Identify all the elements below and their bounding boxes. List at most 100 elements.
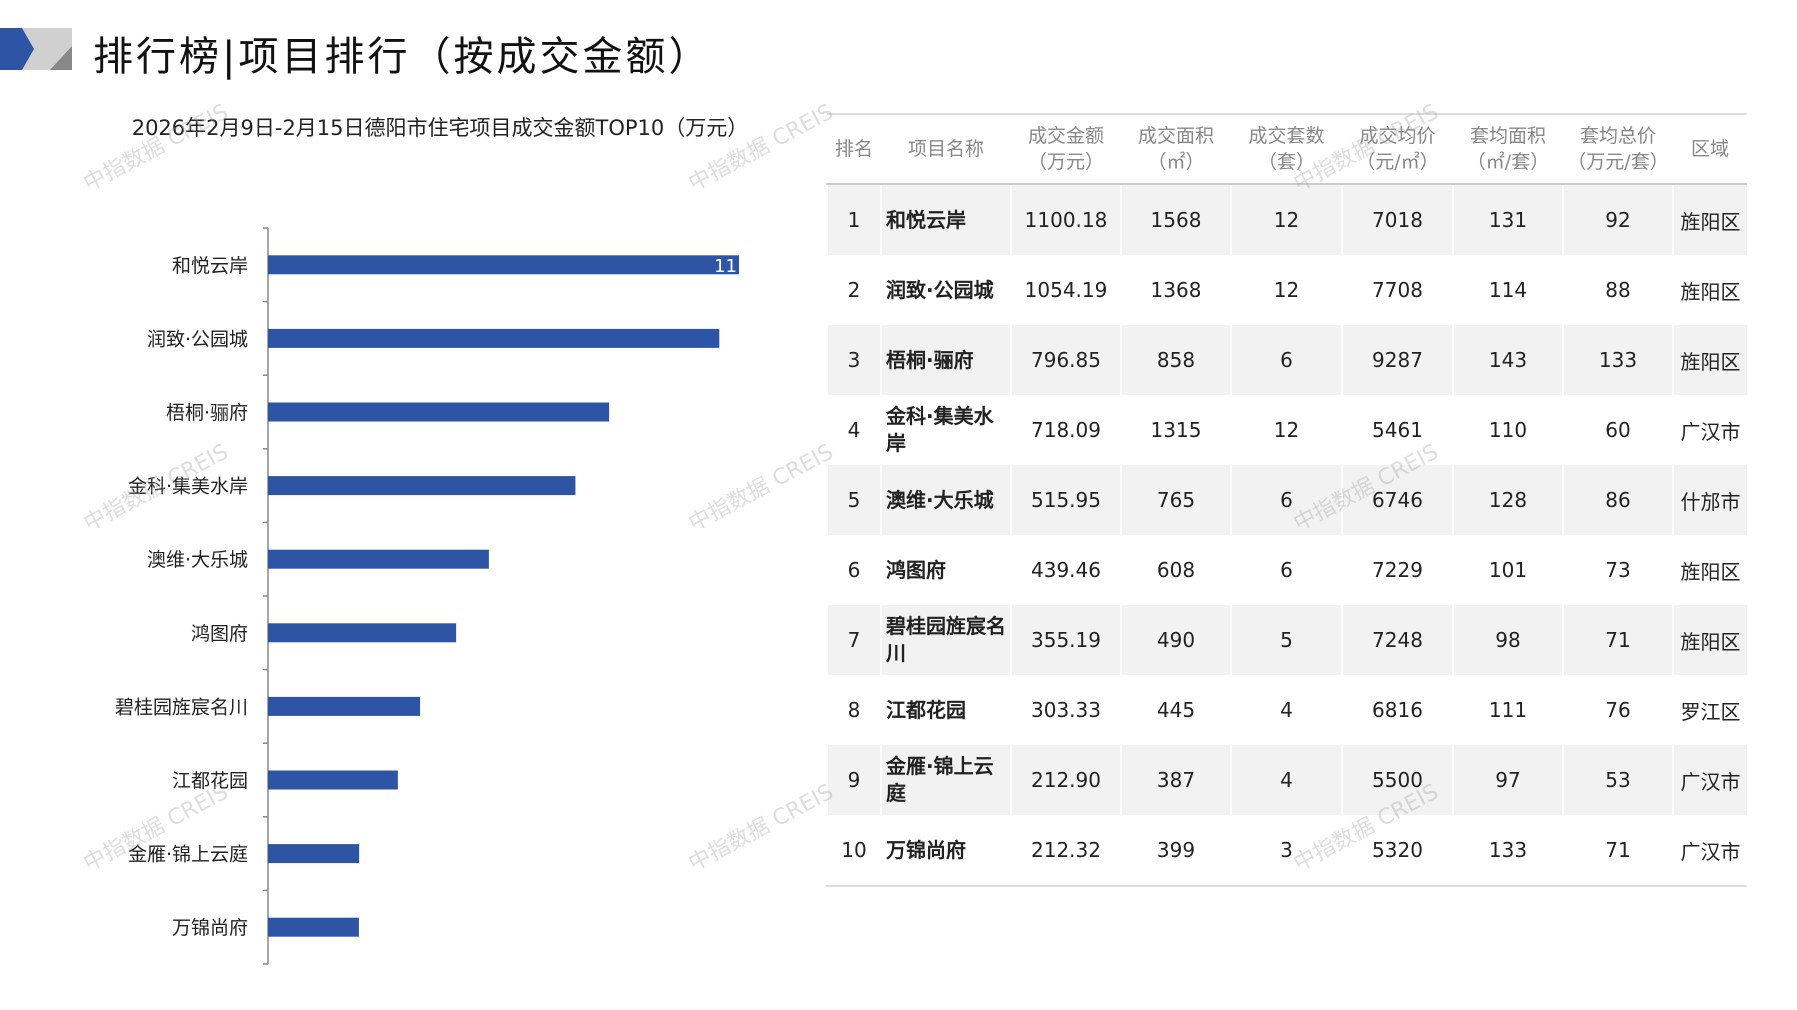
table-cell: 3 <box>826 325 881 395</box>
table-cell: 399 <box>1120 815 1231 887</box>
table-cell: 4 <box>1230 745 1342 815</box>
table-cell: 润致·公园城 <box>880 255 1011 325</box>
table-cell: 765 <box>1120 465 1231 535</box>
table-cell: 旌阳区 <box>1672 535 1747 605</box>
table-cell: 303.33 <box>1010 675 1121 745</box>
table-cell: 1368 <box>1120 255 1231 325</box>
data-label: 11 <box>714 256 737 277</box>
column-header: 成交均价 （元/㎡） <box>1342 113 1453 185</box>
table-cell: 133 <box>1562 325 1673 395</box>
table-cell: 罗江区 <box>1672 675 1747 745</box>
column-header-line: 成交均价 <box>1359 125 1436 147</box>
table-cell: 1100.18 <box>1010 184 1121 255</box>
logo-icon <box>0 28 72 70</box>
column-header-line: 排名 <box>834 138 873 160</box>
column-header: 排名 <box>827 113 881 185</box>
page-title: 排行榜|项目排行（按成交金额） <box>93 34 712 80</box>
table-row: 7 碧桂园旌宸名川 355.19 490 5 7248 98 71 旌阳区 <box>826 605 1747 675</box>
category-label: 澳维·大乐城 <box>147 549 248 571</box>
column-header-line: （元/㎡） <box>1356 151 1439 173</box>
column-header-line: 成交面积 <box>1137 125 1214 147</box>
table-cell: 212.90 <box>1010 745 1121 815</box>
table-cell: 万锦尚府 <box>880 815 1011 887</box>
table-cell: 江都花园 <box>880 675 1011 745</box>
column-header: 成交金额 （万元） <box>1011 113 1121 185</box>
column-header-line: （套） <box>1257 151 1315 173</box>
table-cell: 445 <box>1120 675 1231 745</box>
column-header: 套均面积 （㎡/套） <box>1453 113 1563 185</box>
table-cell: 7248 <box>1341 605 1453 675</box>
table-cell: 9287 <box>1341 325 1453 395</box>
table-cell: 98 <box>1452 605 1563 675</box>
column-header: 套均总价 （万元/套） <box>1563 113 1673 185</box>
table-cell: 广汉市 <box>1672 395 1747 465</box>
table-cell: 796.85 <box>1010 325 1121 395</box>
table-cell: 143 <box>1452 325 1563 395</box>
table-cell: 133 <box>1452 815 1563 887</box>
column-header: 成交面积 （㎡） <box>1121 113 1231 185</box>
category-label: 万锦尚府 <box>172 917 248 939</box>
column-header-line: （万元） <box>1027 151 1104 173</box>
category-label: 和悦云岸 <box>172 255 248 277</box>
column-header-line: 套均面积 <box>1469 125 1546 147</box>
table-cell: 5320 <box>1341 815 1453 887</box>
table-cell: 2 <box>826 255 881 325</box>
table-cell: 12 <box>1230 184 1342 255</box>
table-row: 4 金科·集美水岸 718.09 1315 12 5461 110 60 广汉市 <box>826 395 1747 465</box>
category-label: 润致·公园城 <box>147 328 248 350</box>
table-cell: 718.09 <box>1010 395 1121 465</box>
table-cell: 6 <box>1230 325 1342 395</box>
table-row: 9 金雁·锦上云庭 212.90 387 4 5500 97 53 广汉市 <box>826 745 1747 815</box>
table-cell: 1568 <box>1120 184 1231 255</box>
column-header-line: 成交套数 <box>1248 125 1325 147</box>
column-header-line: 区域 <box>1690 138 1729 160</box>
table-cell: 和悦云岸 <box>880 184 1011 255</box>
category-label: 鸿图府 <box>191 623 248 645</box>
table-cell: 旌阳区 <box>1672 184 1747 255</box>
table-cell: 3 <box>1230 815 1342 887</box>
table-cell: 73 <box>1562 535 1673 605</box>
table-cell: 6 <box>826 535 881 605</box>
table-cell: 旌阳区 <box>1672 325 1747 395</box>
category-label: 金科·集美水岸 <box>128 476 248 498</box>
table-cell: 86 <box>1562 465 1673 535</box>
table-row: 6 鸿图府 439.46 608 6 7229 101 73 旌阳区 <box>826 535 1747 605</box>
bar <box>268 255 739 275</box>
table-cell: 7229 <box>1341 535 1453 605</box>
column-header-line: （㎡/套） <box>1466 151 1550 173</box>
table-cell: 4 <box>826 395 881 465</box>
table-cell: 97 <box>1452 745 1563 815</box>
column-header-line: 项目名称 <box>907 138 984 160</box>
table-cell: 71 <box>1562 605 1673 675</box>
table-cell: 1 <box>826 184 881 255</box>
table-cell: 76 <box>1562 675 1673 745</box>
table-cell: 6 <box>1230 465 1342 535</box>
column-header-line: （㎡） <box>1147 151 1205 173</box>
table-cell: 10 <box>826 815 881 887</box>
table-cell: 广汉市 <box>1672 815 1747 887</box>
table-cell: 7 <box>826 605 881 675</box>
column-header: 成交套数 （套） <box>1231 113 1342 185</box>
table-cell: 5 <box>826 465 881 535</box>
table-cell: 608 <box>1120 535 1231 605</box>
bar <box>268 770 398 790</box>
table-cell: 什邡市 <box>1672 465 1747 535</box>
bar <box>268 623 457 643</box>
bar <box>268 844 360 864</box>
table-cell: 澳维·大乐城 <box>880 465 1011 535</box>
column-header-line: （万元/套） <box>1567 151 1669 173</box>
table-cell: 1054.19 <box>1010 255 1121 325</box>
table-cell: 4 <box>1230 675 1342 745</box>
table-row: 8 江都花园 303.33 445 4 6816 111 76 罗江区 <box>826 675 1747 745</box>
table-cell: 131 <box>1452 184 1563 255</box>
table-cell: 439.46 <box>1010 535 1121 605</box>
category-label: 碧桂园旌宸名川 <box>115 696 248 718</box>
table-row: 1 和悦云岸 1100.18 1568 12 7018 131 92 旌阳区 <box>826 184 1747 255</box>
table-cell: 212.32 <box>1010 815 1121 887</box>
chart-title: 2026年2月9日-2月15日德阳市住宅项目成交金额TOP10（万元） <box>131 116 749 140</box>
table-cell: 鸿图府 <box>880 535 1011 605</box>
table-cell: 广汉市 <box>1672 745 1747 815</box>
table-cell: 88 <box>1562 255 1673 325</box>
column-header: 项目名称 <box>881 113 1011 185</box>
bar <box>268 476 576 496</box>
